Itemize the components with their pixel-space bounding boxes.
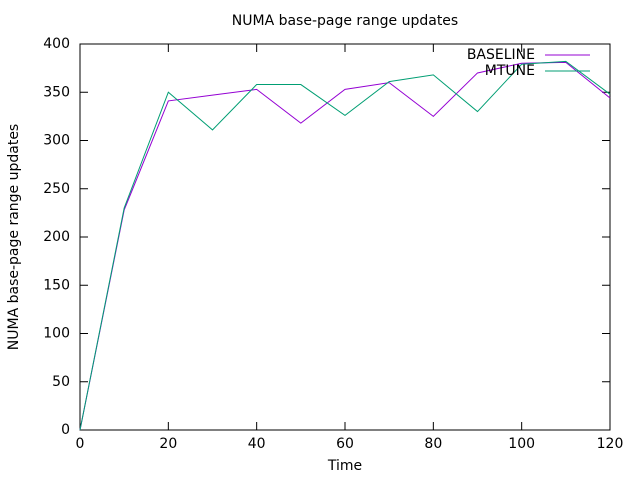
x-tick-label: 60 [336,436,354,452]
y-tick-label: 150 [43,277,70,293]
x-tick-label: 0 [76,436,85,452]
y-tick-label: 200 [43,229,70,245]
series-line [79,61,611,431]
plot-frame [79,43,611,431]
series-line [79,60,611,431]
y-tick-label: 100 [43,326,70,342]
y-tick-label: 350 [43,84,70,100]
y-tick-label: 250 [43,181,70,197]
legend-label: MTUNE [485,63,535,79]
x-tick-label: 120 [597,436,624,452]
y-tick-label: 400 [43,36,70,52]
legend-label: BASELINE [467,47,535,63]
x-tick-label: 20 [159,436,177,452]
x-tick-label: 40 [248,436,266,452]
chart-title: NUMA base-page range updates [232,13,458,29]
y-tick-label: 50 [52,374,70,390]
y-axis-label: NUMA base-page range updates [6,124,22,350]
x-tick-label: 80 [424,436,442,452]
y-tick-label: 0 [61,422,70,438]
x-tick-label: 100 [508,436,535,452]
x-axis-label: Time [327,458,362,474]
y-tick-label: 300 [43,133,70,149]
